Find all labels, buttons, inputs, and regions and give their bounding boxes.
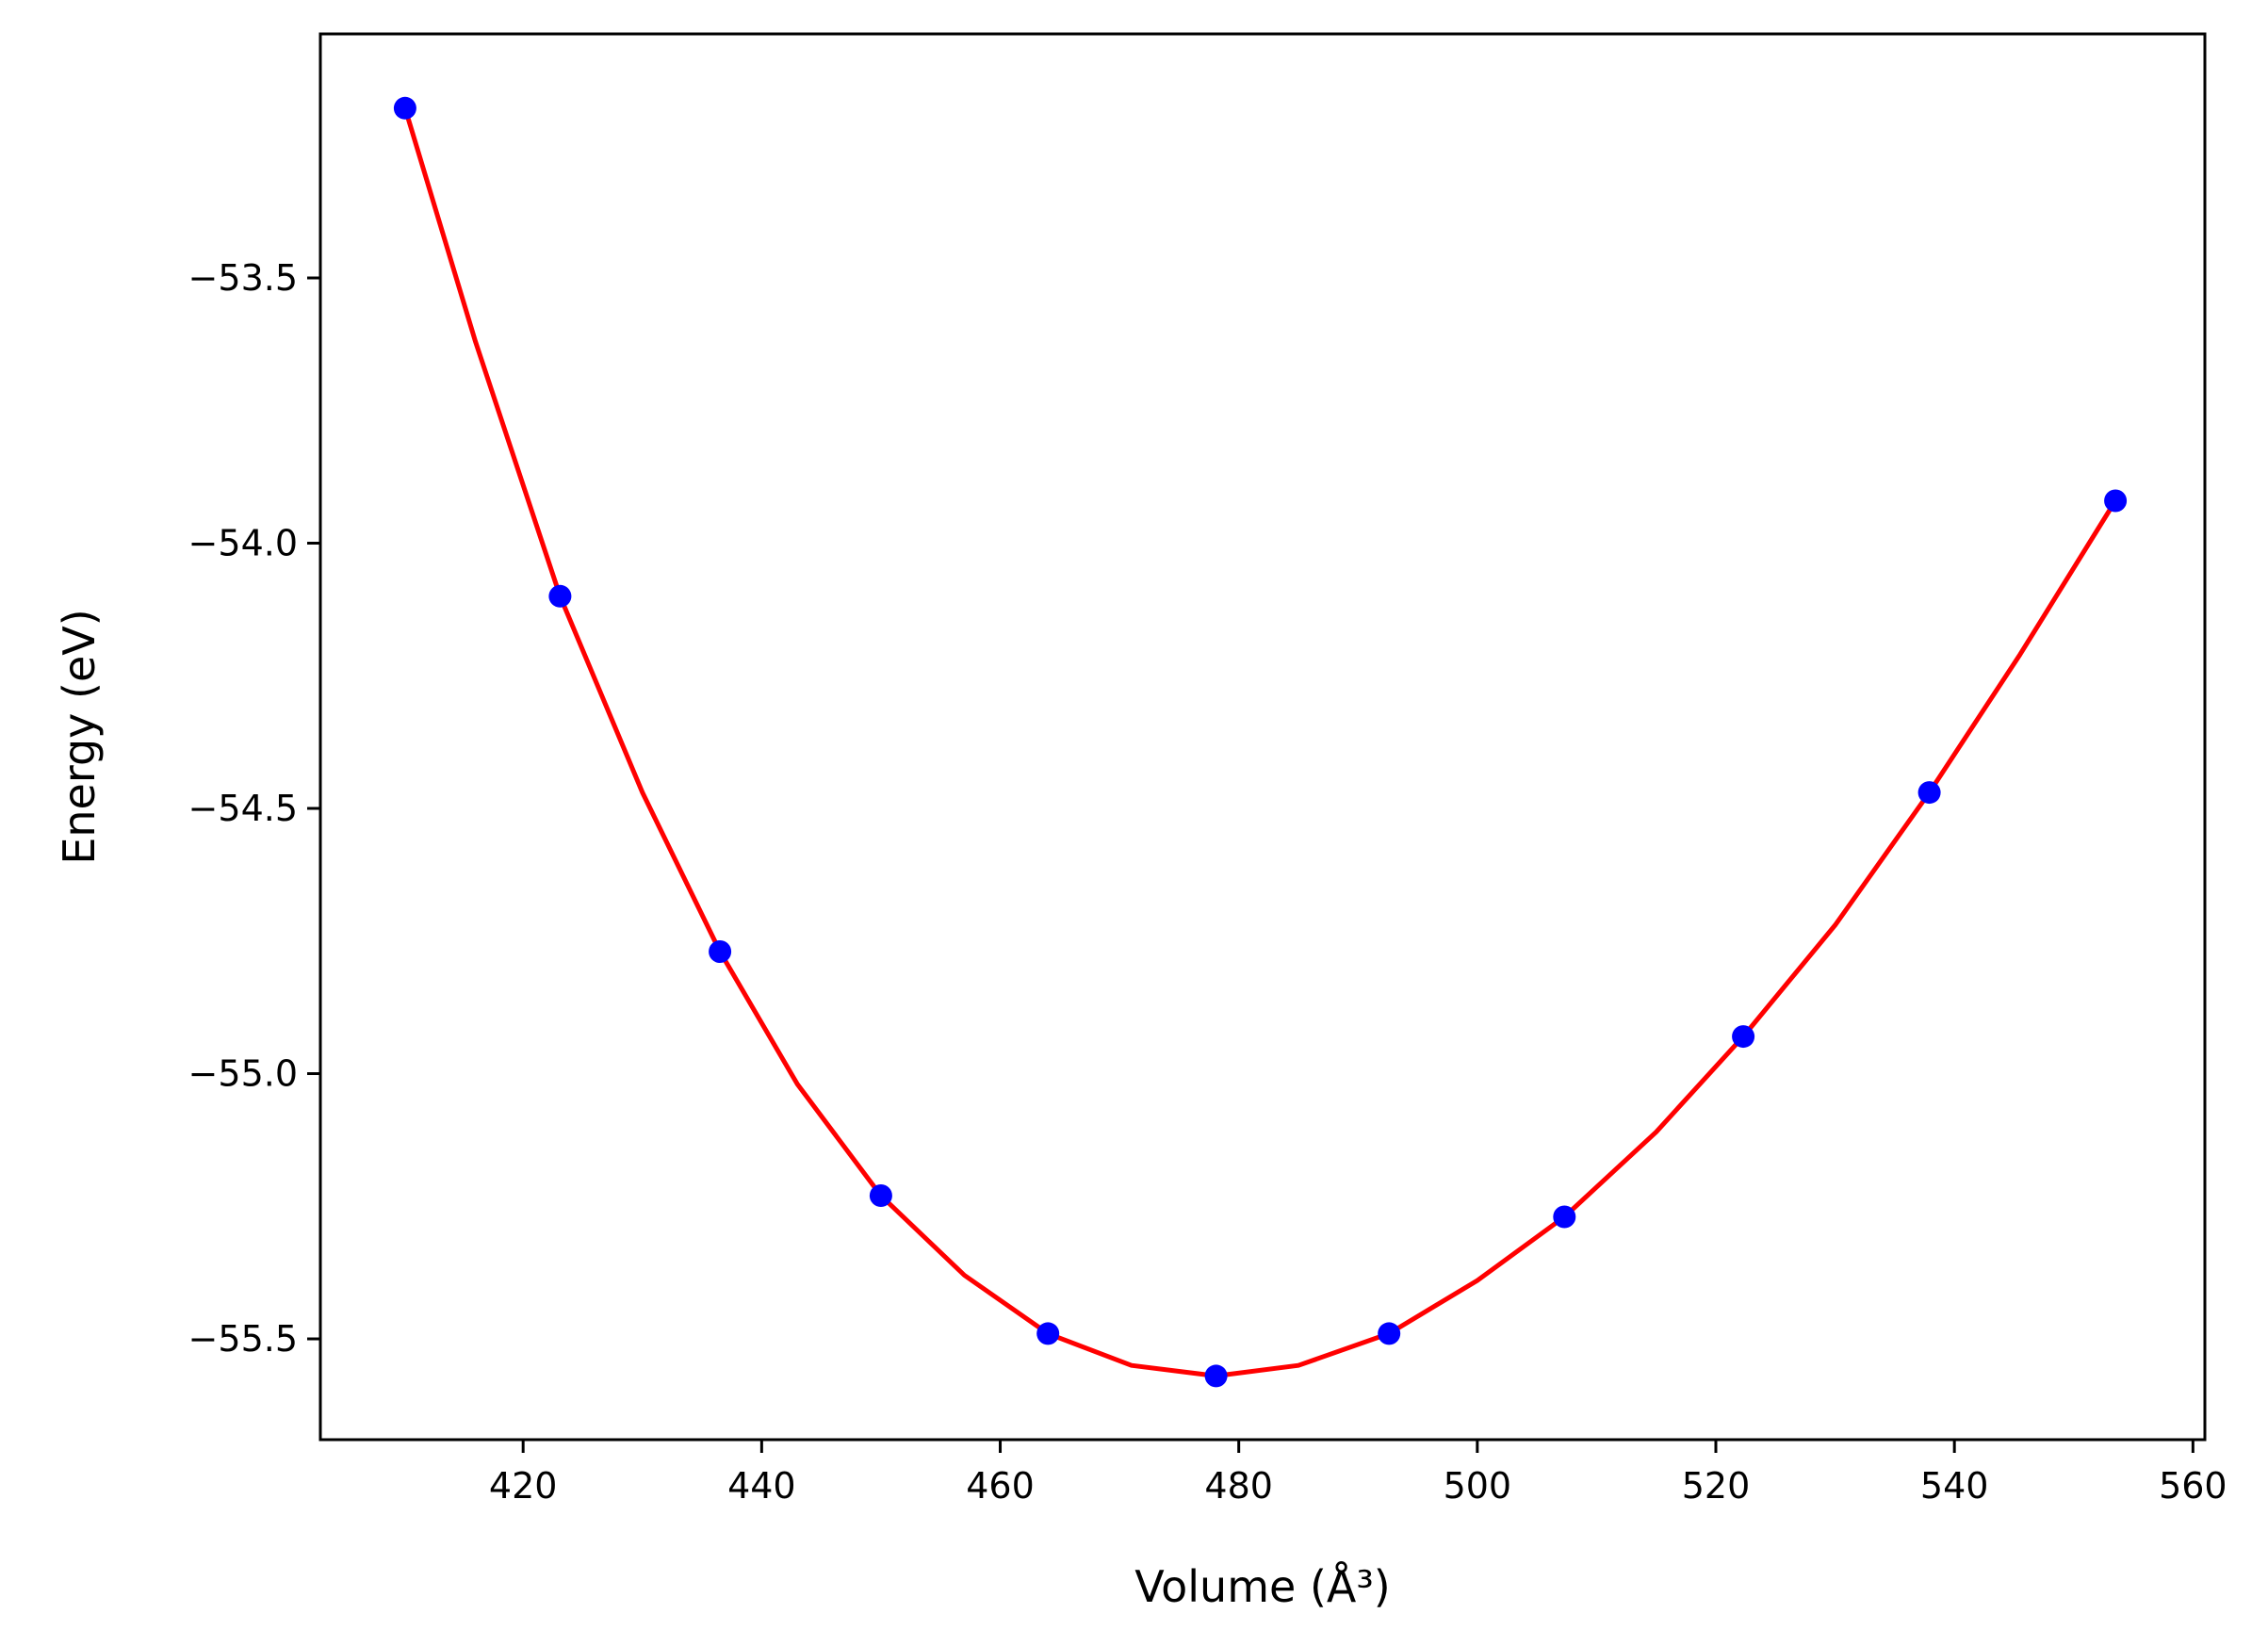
y-axis-ticks: −53.5 −54.0 −54.5 −55.0 −55.5 <box>188 257 320 1360</box>
x-tick-label: 480 <box>1204 1465 1273 1507</box>
x-axis-label: Volume (Å³) <box>1134 1561 1391 1612</box>
data-point <box>1378 1322 1401 1345</box>
data-point <box>1553 1205 1576 1229</box>
data-point <box>1917 781 1941 805</box>
x-tick-label: 440 <box>727 1465 796 1507</box>
data-point <box>709 940 732 963</box>
y-tick-label: −55.0 <box>188 1053 298 1095</box>
y-tick-label: −54.5 <box>188 788 298 829</box>
y-axis-label: Energy (eV) <box>54 609 105 864</box>
x-tick-label: 500 <box>1444 1465 1512 1507</box>
y-tick-label: −55.5 <box>188 1318 298 1360</box>
x-tick-label: 560 <box>2159 1465 2227 1507</box>
data-point <box>548 584 572 608</box>
data-points-layer <box>393 96 2128 1388</box>
x-tick-label: 540 <box>1920 1465 1989 1507</box>
data-point <box>2104 489 2128 513</box>
x-tick-label: 420 <box>489 1465 558 1507</box>
x-tick-label: 460 <box>966 1465 1035 1507</box>
x-axis-ticks: 420 440 460 480 500 520 540 560 <box>489 1440 2227 1507</box>
data-point <box>393 96 416 120</box>
x-tick-label: 520 <box>1682 1465 1751 1507</box>
data-point <box>869 1184 892 1207</box>
y-tick-label: −53.5 <box>188 257 298 299</box>
data-point <box>1732 1025 1755 1049</box>
data-point <box>1036 1322 1060 1345</box>
y-tick-label: −54.0 <box>188 522 298 563</box>
plot-frame <box>318 32 2207 1442</box>
data-point <box>1204 1364 1228 1388</box>
